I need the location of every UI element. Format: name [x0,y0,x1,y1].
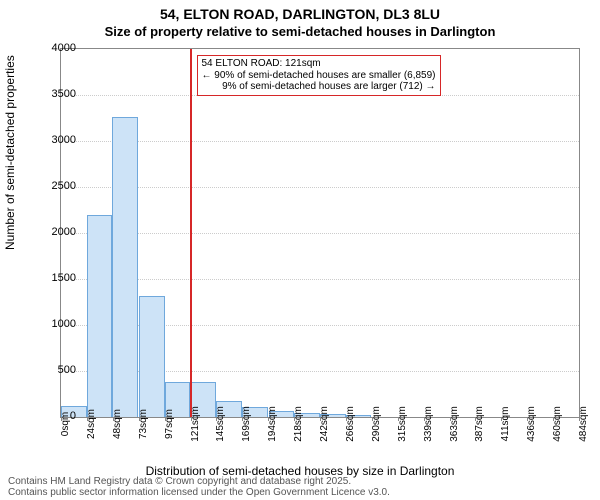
y-tick-label: 3000 [36,134,76,146]
x-tick-label: 73sqm [138,409,149,439]
chart-title: 54, ELTON ROAD, DARLINGTON, DL3 8LU [0,6,600,22]
histogram-bar [112,117,138,417]
x-tick-label: 266sqm [345,406,356,442]
x-tick-label: 363sqm [449,406,460,442]
chart-subtitle: Size of property relative to semi-detach… [0,24,600,39]
x-tick-label: 121sqm [190,406,201,442]
y-axis-label: Number of semi-detached properties [3,55,17,250]
y-tick-label: 500 [36,364,76,376]
x-tick-label: 290sqm [371,406,382,442]
x-tick-label: 387sqm [474,406,485,442]
x-tick-label: 315sqm [397,406,408,442]
y-tick-label: 1500 [36,272,76,284]
y-tick-label: 4000 [36,42,76,54]
histogram-bar [139,296,165,417]
histogram-bar [87,215,113,417]
x-tick-label: 242sqm [319,406,330,442]
y-tick-label: 1000 [36,318,76,330]
annotation-box: 54 ELTON ROAD: 121sqm← 90% of semi-detac… [197,55,441,96]
x-tick-label: 484sqm [578,406,589,442]
annotation-line: ← 90% of semi-detached houses are smalle… [202,70,436,82]
x-tick-label: 194sqm [267,406,278,442]
x-tick-label: 24sqm [86,409,97,439]
gridline [61,279,579,280]
x-tick-label: 145sqm [215,406,226,442]
y-tick-label: 2000 [36,226,76,238]
x-tick-label: 339sqm [423,406,434,442]
x-tick-label: 97sqm [164,409,175,439]
x-tick-label: 411sqm [500,407,511,442]
x-tick-label: 0sqm [60,412,71,436]
y-tick-label: 3500 [36,88,76,100]
gridline [61,141,579,142]
x-tick-label: 436sqm [526,406,537,442]
footer-line2: Contains public sector information licen… [8,487,390,498]
plot-area: 54 ELTON ROAD: 121sqm← 90% of semi-detac… [60,48,580,418]
footer-line1: Contains HM Land Registry data © Crown c… [8,476,390,487]
annotation-line: 9% of semi-detached houses are larger (7… [202,81,436,93]
y-tick-label: 2500 [36,180,76,192]
gridline [61,233,579,234]
gridline [61,187,579,188]
x-tick-label: 169sqm [241,406,252,442]
footer-credits: Contains HM Land Registry data © Crown c… [8,476,390,498]
x-tick-label: 48sqm [112,409,123,439]
reference-line [190,49,192,417]
annotation-line: 54 ELTON ROAD: 121sqm [202,58,436,70]
x-tick-label: 460sqm [552,406,563,442]
x-tick-label: 218sqm [293,406,304,442]
